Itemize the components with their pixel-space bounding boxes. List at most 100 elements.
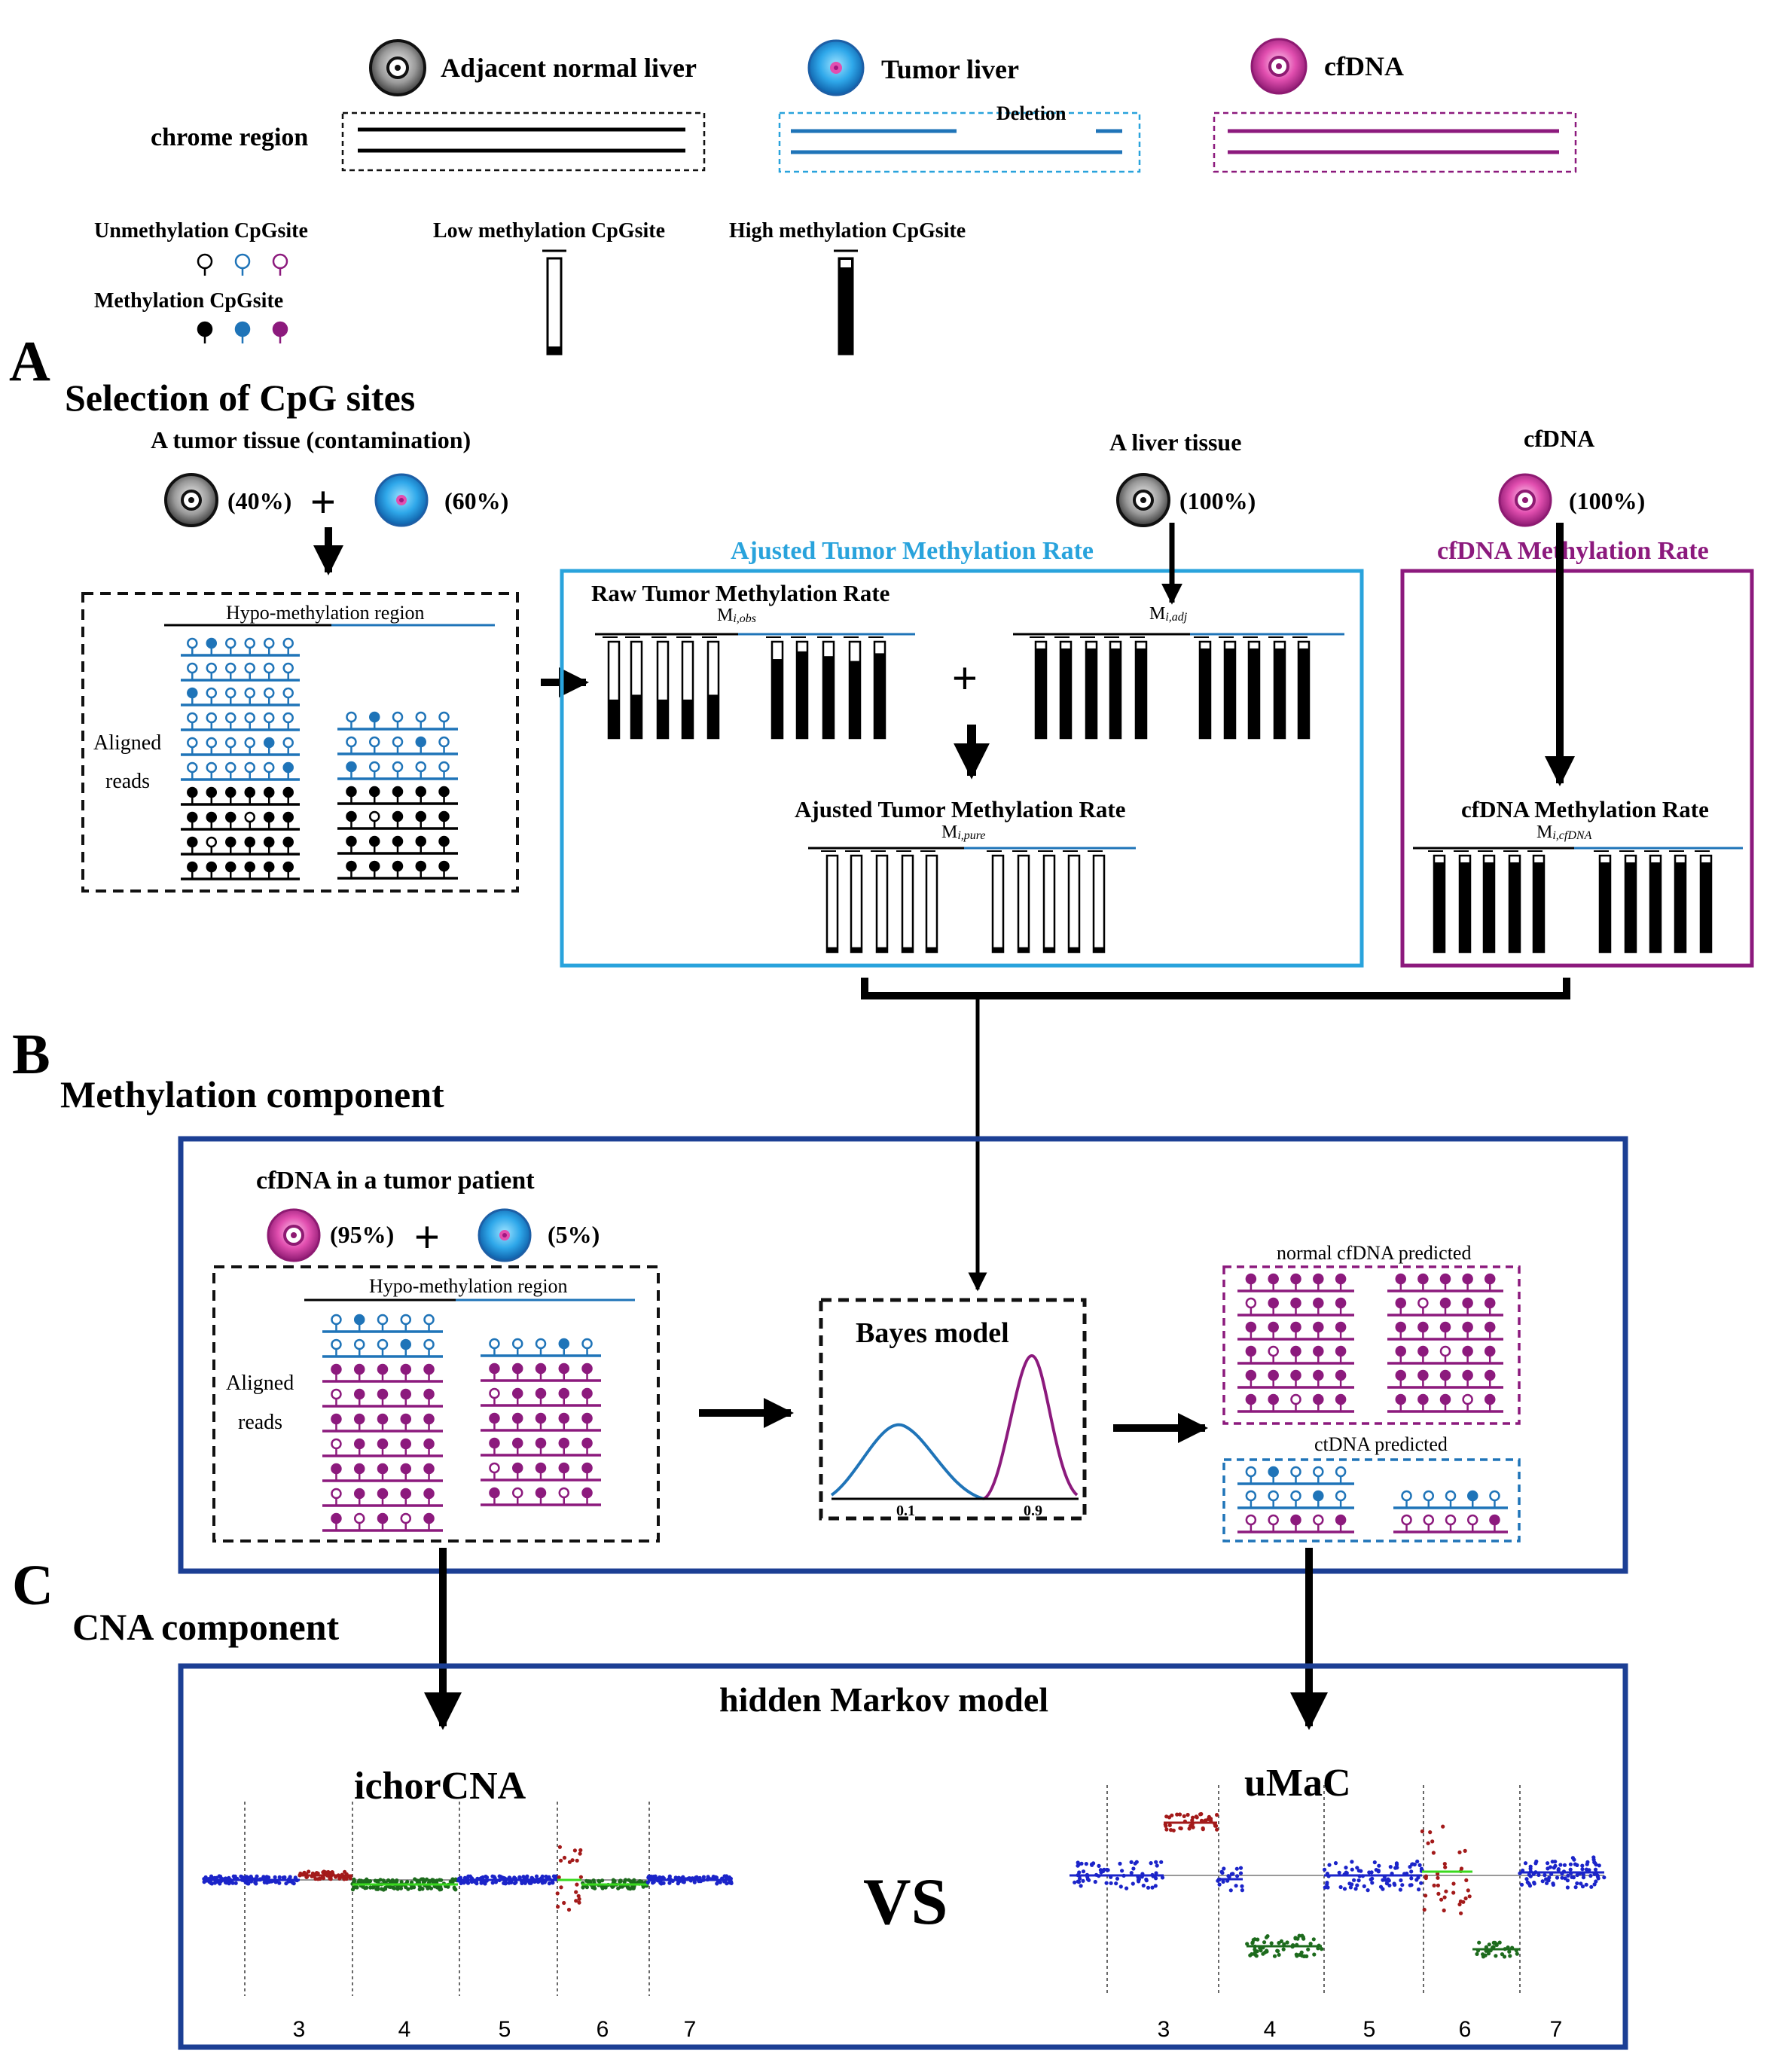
cn-point [1372, 1860, 1377, 1865]
cn-point [1154, 1860, 1158, 1864]
methylated-cpg [1462, 1297, 1473, 1309]
cn-point [350, 1887, 355, 1892]
cn-point [1204, 1818, 1208, 1823]
cn-point [1464, 1878, 1469, 1882]
methylated-cpg [225, 811, 236, 823]
methylated-cpg [1290, 1297, 1301, 1309]
cn-point [1560, 1875, 1564, 1880]
unmethylated-cpg [1445, 1490, 1457, 1502]
methylation-bar-fill [851, 947, 862, 952]
reads-label-b: reads [238, 1411, 282, 1434]
unmethylated-cpg [558, 1487, 570, 1499]
plus-a2: + [952, 654, 978, 703]
methylated-cpg [1395, 1297, 1407, 1309]
cn-point [493, 1880, 499, 1884]
methylated-cpg [263, 836, 275, 848]
cn-point [1566, 1873, 1570, 1878]
high-meth-bar-icon [834, 249, 858, 356]
cn-point [578, 1848, 583, 1853]
unmethylated-cpg [368, 736, 380, 748]
cn-point [446, 1884, 450, 1889]
cn-point [1595, 1874, 1600, 1879]
cn-point [381, 1878, 386, 1883]
cn-point [1167, 1823, 1172, 1827]
methylated-cpg [1484, 1273, 1496, 1285]
chromosome-label: 3 [293, 2017, 306, 2042]
panel-c-letter: C [12, 1554, 53, 1617]
raw-rate-label: Raw Tumor Methylation Rate [591, 580, 890, 606]
cn-point [1078, 1876, 1082, 1881]
cn-point [1356, 1878, 1361, 1883]
cn-point [1320, 1947, 1324, 1951]
methylated-cpg [1245, 1321, 1257, 1333]
cn-point [1527, 1872, 1531, 1877]
chromosome-labels: 3 3 4 4 5 5 6 6 7 7 [293, 2017, 1563, 2042]
unmethylated-cpg [1313, 1514, 1324, 1526]
methylated-cpg [272, 321, 288, 337]
methylated-cpg [423, 1438, 435, 1450]
methylated-cpg [187, 811, 198, 823]
panel-a: A Selection of CpG sites A tumor tissue … [9, 330, 1754, 1292]
methylation-bar-fill [631, 694, 642, 738]
cn-point [1171, 1828, 1176, 1832]
unmethylated-cpg [1462, 1393, 1473, 1405]
methylated-cpg [392, 810, 404, 822]
cn-point [1299, 1950, 1304, 1955]
methylated-cpg [1335, 1345, 1347, 1357]
cn-point [1344, 1866, 1348, 1870]
cn-point [373, 1878, 377, 1883]
cn-point [1593, 1867, 1598, 1872]
cn-point [1370, 1876, 1375, 1881]
methylated-cpg [1313, 1490, 1324, 1502]
cn-point [1146, 1885, 1151, 1890]
cn-point [357, 1878, 362, 1883]
cn-point [1114, 1881, 1118, 1886]
cn-point [492, 1875, 496, 1879]
aligned-reads-a [181, 637, 458, 880]
tumor-cell-icon [807, 39, 865, 96]
pct-tumor-b: (5%) [548, 1221, 600, 1248]
cn-point [421, 1877, 426, 1881]
cn-point [1459, 1911, 1463, 1915]
cn-point [1568, 1862, 1573, 1866]
cn-point [1426, 1841, 1430, 1845]
panel-b: B Methylation component cfDNA in a tumor… [12, 1023, 1628, 1730]
unmethylated-cpg [489, 1387, 500, 1399]
cn-point [1483, 1953, 1488, 1958]
reads-label-a: reads [105, 770, 150, 793]
methylated-cpg [1245, 1345, 1257, 1357]
unmethylated-cpg [511, 1487, 523, 1499]
cn-point [395, 1878, 399, 1883]
methylated-cpg [558, 1437, 570, 1449]
cn-point [623, 1878, 628, 1882]
methylated-cpg [558, 1412, 570, 1424]
cn-point [1575, 1872, 1579, 1878]
cn-point [1581, 1875, 1586, 1880]
cn-point [1381, 1878, 1385, 1882]
methylated-cpg [511, 1363, 523, 1375]
methylation-bar-fill [772, 659, 783, 738]
cn-point [1594, 1863, 1598, 1867]
cn-point [1366, 1888, 1370, 1893]
unmethylated-cpg [581, 1338, 593, 1350]
unmethylated-cpg [1401, 1514, 1412, 1526]
unmethylated-cpg [1245, 1466, 1257, 1478]
cn-point [1179, 1826, 1183, 1831]
cn-point [1594, 1879, 1598, 1884]
cn-point [243, 1875, 248, 1879]
unmethylated-cpg [263, 662, 275, 674]
pct-normal: (40%) [227, 487, 291, 514]
cn-point [255, 1874, 259, 1878]
methylation-bar-fill [1533, 862, 1544, 952]
cn-point [1422, 1907, 1427, 1912]
unmethylated-cpg [392, 711, 404, 723]
cn-point [581, 1885, 585, 1890]
cn-point [645, 1880, 650, 1884]
methylated-cpg [1313, 1345, 1324, 1357]
cn-point [1342, 1887, 1347, 1891]
cn-point [555, 1891, 560, 1896]
methylated-cpg [353, 1363, 365, 1375]
cfdna-inner-label: cfDNA Methylation Rate [1461, 796, 1709, 822]
cn-point [1084, 1862, 1088, 1866]
cn-point [1104, 1881, 1109, 1885]
